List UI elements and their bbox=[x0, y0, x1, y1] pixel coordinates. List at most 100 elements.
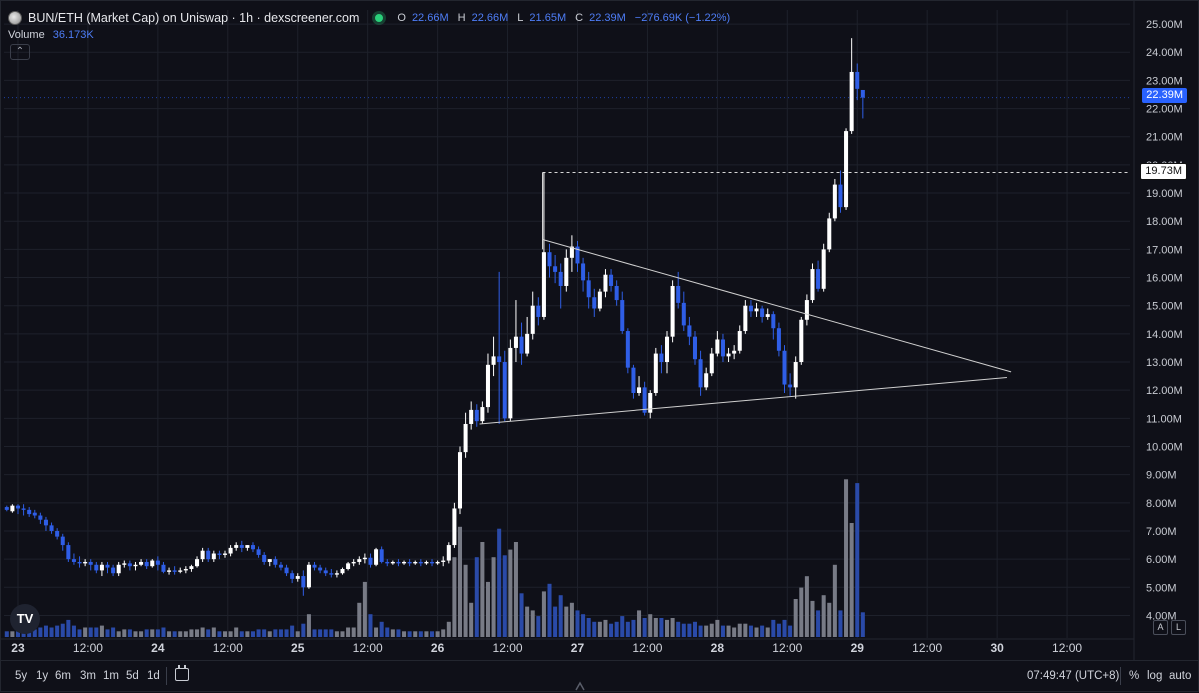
coin-icon bbox=[8, 11, 22, 25]
candle-body bbox=[161, 564, 166, 572]
y-tick-label: 17.00M bbox=[1146, 244, 1183, 256]
volume-bar bbox=[581, 614, 586, 637]
candle-body bbox=[256, 549, 261, 555]
candle-body bbox=[111, 567, 116, 574]
y-tick-label: 13.00M bbox=[1146, 357, 1183, 369]
volume-bar bbox=[228, 631, 233, 637]
volume-bar bbox=[670, 618, 675, 637]
candle-body bbox=[66, 545, 71, 560]
trendline bbox=[479, 377, 1007, 425]
candle-body bbox=[704, 373, 709, 388]
candle-body bbox=[127, 563, 132, 567]
chart-title[interactable]: BUN/ETH (Market Cap) on Uniswap · 1h · d… bbox=[28, 11, 360, 25]
y-tick-label: 8.00M bbox=[1146, 498, 1177, 510]
candle-body bbox=[586, 280, 591, 298]
volume-bar bbox=[569, 602, 574, 637]
volume-bar bbox=[262, 629, 267, 637]
x-tick-label: 30 bbox=[990, 641, 1004, 655]
volume-bar bbox=[139, 631, 144, 637]
y-tick-label: 7.00M bbox=[1146, 526, 1177, 538]
high-value: 22.66M bbox=[471, 12, 509, 24]
volume-bar bbox=[525, 606, 530, 637]
candle-body bbox=[558, 271, 563, 286]
x-tick-label: 12:00 bbox=[73, 641, 103, 655]
auto-scale-toggle[interactable]: auto bbox=[1169, 670, 1192, 682]
timeframe-5y[interactable]: 5y bbox=[15, 670, 28, 682]
close-value: 22.39M bbox=[589, 12, 626, 24]
volume-bar bbox=[60, 623, 65, 637]
volume-bar bbox=[760, 625, 765, 637]
y-tick-label: 10.00M bbox=[1146, 442, 1183, 454]
candle-body bbox=[88, 561, 93, 565]
timeframe-1d[interactable]: 1d bbox=[147, 670, 160, 682]
x-tick-label: 12:00 bbox=[353, 641, 383, 655]
timeframe-1m[interactable]: 1m bbox=[103, 670, 119, 682]
candle-body bbox=[413, 561, 418, 564]
collapse-legend-button[interactable]: ⌃ bbox=[10, 44, 30, 60]
candle-body bbox=[83, 561, 88, 564]
candle-body bbox=[55, 530, 60, 537]
volume-bar bbox=[66, 619, 71, 637]
tradingview-logo[interactable]: TV bbox=[10, 604, 40, 634]
volume-bar bbox=[502, 555, 507, 637]
volume-bar bbox=[508, 549, 513, 637]
timeframe-5d[interactable]: 5d bbox=[126, 670, 139, 682]
volume-bar bbox=[659, 618, 664, 637]
volume-bar bbox=[553, 606, 558, 637]
volume-bar bbox=[519, 593, 524, 637]
candle-body bbox=[329, 573, 334, 575]
volume-bar bbox=[799, 587, 804, 637]
candle-body bbox=[502, 362, 507, 419]
volume-bar bbox=[430, 631, 435, 637]
candle-body bbox=[838, 184, 843, 208]
chart-header: BUN/ETH (Market Cap) on Uniswap · 1h · d… bbox=[8, 10, 733, 26]
candle-body bbox=[172, 570, 177, 572]
timeframe-3m[interactable]: 3m bbox=[80, 670, 96, 682]
volume-bar bbox=[463, 564, 468, 637]
volume-bar bbox=[368, 614, 373, 637]
trendline bbox=[542, 239, 1012, 373]
volume-bar bbox=[726, 625, 731, 637]
volume-bar bbox=[748, 625, 753, 637]
volume-bar bbox=[743, 623, 748, 637]
candle-body bbox=[402, 561, 407, 564]
volume-bar bbox=[541, 591, 546, 637]
candle-body bbox=[469, 409, 474, 424]
auto-scale-button[interactable]: A bbox=[1153, 620, 1168, 635]
calendar-icon[interactable] bbox=[175, 665, 189, 681]
volume-bar bbox=[536, 616, 541, 637]
candle-body bbox=[167, 570, 172, 572]
candle-body bbox=[676, 285, 681, 303]
volume-bar bbox=[374, 627, 379, 637]
volume-bar bbox=[94, 627, 99, 637]
volume-bar bbox=[765, 627, 770, 637]
y-tick-label: 25.00M bbox=[1146, 19, 1183, 31]
volume-bar bbox=[32, 629, 37, 637]
timeframe-6m[interactable]: 6m bbox=[55, 670, 71, 682]
candle-body bbox=[178, 570, 183, 572]
x-tick-label: 12:00 bbox=[632, 641, 662, 655]
log-scale-toggle[interactable]: log bbox=[1147, 670, 1163, 682]
x-tick-label: 12:00 bbox=[213, 641, 243, 655]
volume-bar bbox=[77, 629, 82, 637]
y-tick-label: 15.00M bbox=[1146, 301, 1183, 313]
percent-scale-toggle[interactable]: % bbox=[1129, 670, 1140, 682]
volume-label: Volume bbox=[8, 29, 45, 41]
candle-body bbox=[832, 184, 837, 219]
volume-bar bbox=[446, 621, 451, 637]
volume-bar bbox=[116, 631, 121, 637]
candle-body bbox=[849, 71, 854, 132]
candle-body bbox=[855, 71, 860, 89]
volume-bar bbox=[245, 631, 250, 637]
x-tick-label: 27 bbox=[571, 641, 585, 655]
candle-body bbox=[262, 554, 267, 562]
candle-body bbox=[709, 353, 714, 374]
volume-bar bbox=[340, 631, 345, 637]
log-scale-button[interactable]: L bbox=[1171, 620, 1186, 635]
clock-readout[interactable]: 07:49:47 (UTC+8) bbox=[1027, 670, 1120, 682]
timeframe-1y[interactable]: 1y bbox=[36, 670, 49, 682]
volume-bar bbox=[860, 612, 865, 637]
volume-bar bbox=[609, 623, 614, 637]
candle-body bbox=[60, 536, 65, 546]
